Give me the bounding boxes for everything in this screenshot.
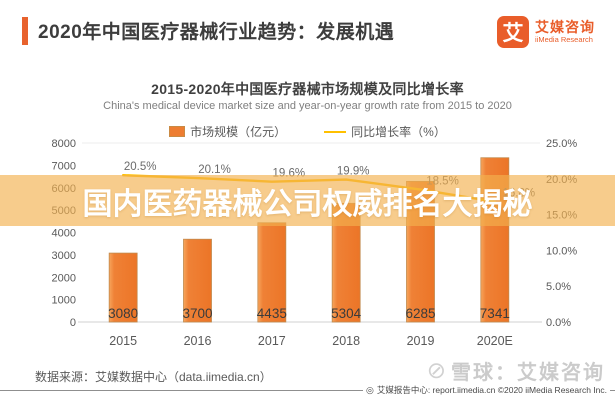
headline-banner-overlay: 国内医药器械公司权威排名大揭秘 (0, 175, 615, 226)
chart-legend: 市场规模（亿元） 同比增长率（%） (0, 123, 615, 140)
bar-2017 (257, 222, 287, 323)
line-swatch-icon (324, 130, 347, 133)
xueqiu-watermark: ⊘ 雪球：艾媒咨询 (427, 356, 605, 385)
legend-item-market-size: 市场规模（亿元） (169, 123, 286, 140)
watermark-text: 雪球：艾媒咨询 (451, 362, 605, 384)
left-axis-tick: 8000 (52, 138, 76, 150)
iimedia-mark-icon: ◎ (365, 384, 374, 395)
bar-value-label: 7341 (480, 306, 510, 321)
bar-value-label: 4435 (257, 306, 287, 321)
page-title: 2020年中国医疗器械行业趋势：发展机遇 (38, 22, 395, 43)
right-axis-tick: 0.0% (546, 317, 571, 329)
left-axis-tick: 7000 (52, 160, 76, 172)
report-credit: ◎ 艾媒报告中心: report.iimedia.cn ©2020 iiMedi… (362, 384, 610, 396)
x-axis-label: 2019 (407, 334, 435, 348)
bar-2015 (108, 252, 138, 323)
x-axis-label: 2020E (477, 334, 513, 348)
line-point-label: 19.9% (337, 166, 370, 178)
chart-subtitle: China's medical device market size and y… (103, 100, 512, 112)
right-axis-tick: 5.0% (546, 281, 571, 293)
chart-title: 2015-2020年中国医疗器械市场规模及同比增长率 (151, 81, 464, 97)
left-axis-tick: 0 (70, 317, 76, 329)
right-axis-tick: 10.0% (546, 245, 577, 257)
x-axis-label: 2016 (184, 334, 212, 348)
line-point-label: 20.5% (124, 161, 157, 173)
x-axis-label: 2017 (258, 334, 286, 348)
legend-item-growth-rate: 同比增长率（%） (324, 123, 446, 140)
data-source-note: 数据来源：艾媒数据中心（data.iimedia.cn） (35, 370, 272, 384)
logo-name-en: iiMedia Research (535, 34, 593, 44)
headline-banner-text: 国内医药器械公司权威排名大揭秘 (82, 187, 533, 221)
bar-value-label: 6285 (405, 306, 435, 321)
bar-swatch-icon (169, 126, 186, 137)
left-axis-tick: 4000 (52, 228, 76, 240)
bar-value-label: 3080 (108, 306, 138, 321)
legend-label: 同比增长率（%） (351, 125, 446, 139)
iimedia-logo-icon: 艾 (497, 16, 529, 48)
combo-chart: 80007000600050004000300020001000025.0%20… (52, 138, 578, 348)
footer-divider (0, 390, 615, 391)
xueqiu-snowball-icon: ⊘ (426, 357, 446, 383)
x-axis-label: 2015 (109, 334, 137, 348)
report-credit-text: 艾媒报告中心: report.iimedia.cn ©2020 iiMedia … (376, 385, 607, 395)
bar-value-label: 5304 (331, 306, 362, 321)
logo-name-cn: 艾媒咨询 (535, 19, 595, 36)
line-point-label: 20.1% (198, 164, 231, 176)
legend-label: 市场规模（亿元） (190, 125, 287, 139)
left-axis-tick: 1000 (52, 295, 76, 307)
right-axis-tick: 25.0% (546, 138, 577, 150)
iimedia-logo: 艾 艾媒咨询 iiMedia Research (497, 16, 595, 48)
bar-value-label: 3700 (182, 306, 212, 321)
x-axis-label: 2018 (332, 334, 360, 348)
left-axis-tick: 3000 (52, 250, 76, 262)
bar-2016 (183, 238, 212, 323)
left-axis-tick: 2000 (52, 272, 76, 284)
header-accent-bar (22, 17, 28, 45)
